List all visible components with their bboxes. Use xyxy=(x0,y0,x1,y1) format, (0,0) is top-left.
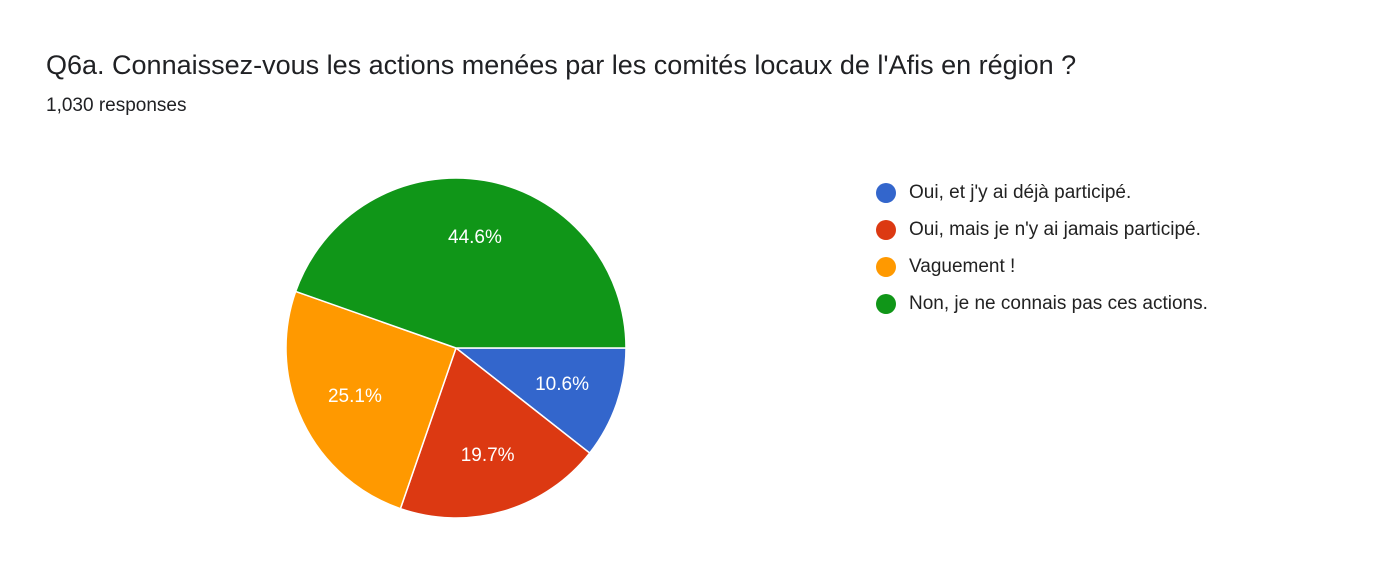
slice-label: 44.6% xyxy=(448,227,502,248)
legend-swatch-icon xyxy=(876,219,896,240)
slice-label: 19.7% xyxy=(461,445,515,466)
pie-slice[interactable] xyxy=(285,290,457,510)
legend-item[interactable]: Non, je ne connais pas ces actions. xyxy=(876,285,1208,322)
legend-item[interactable]: Oui, et j'y ai déjà participé. xyxy=(876,174,1208,211)
legend-swatch-icon xyxy=(876,182,896,203)
slice-label: 10.6% xyxy=(535,374,589,395)
legend-swatch-icon xyxy=(876,256,896,277)
pie-slice[interactable] xyxy=(453,347,627,455)
pie-slice[interactable] xyxy=(294,177,627,349)
legend: Oui, et j'y ai déjà participé. Oui, mais… xyxy=(876,174,1208,322)
legend-label: Non, je ne connais pas ces actions. xyxy=(909,292,1208,314)
legend-item[interactable]: Oui, mais je n'y ai jamais participé. xyxy=(876,211,1208,248)
chart-title: Q6a. Connaissez-vous les actions menées … xyxy=(46,50,1077,80)
slice-label: 25.1% xyxy=(328,386,382,407)
legend-label: Oui, et j'y ai déjà participé. xyxy=(909,181,1132,203)
legend-item[interactable]: Vaguement ! xyxy=(876,248,1208,285)
pie-slice[interactable] xyxy=(399,346,591,519)
legend-swatch-icon xyxy=(876,293,896,314)
legend-label: Vaguement ! xyxy=(909,255,1016,277)
response-count: 1,030 responses xyxy=(46,95,187,116)
legend-label: Oui, mais je n'y ai jamais participé. xyxy=(909,218,1201,240)
